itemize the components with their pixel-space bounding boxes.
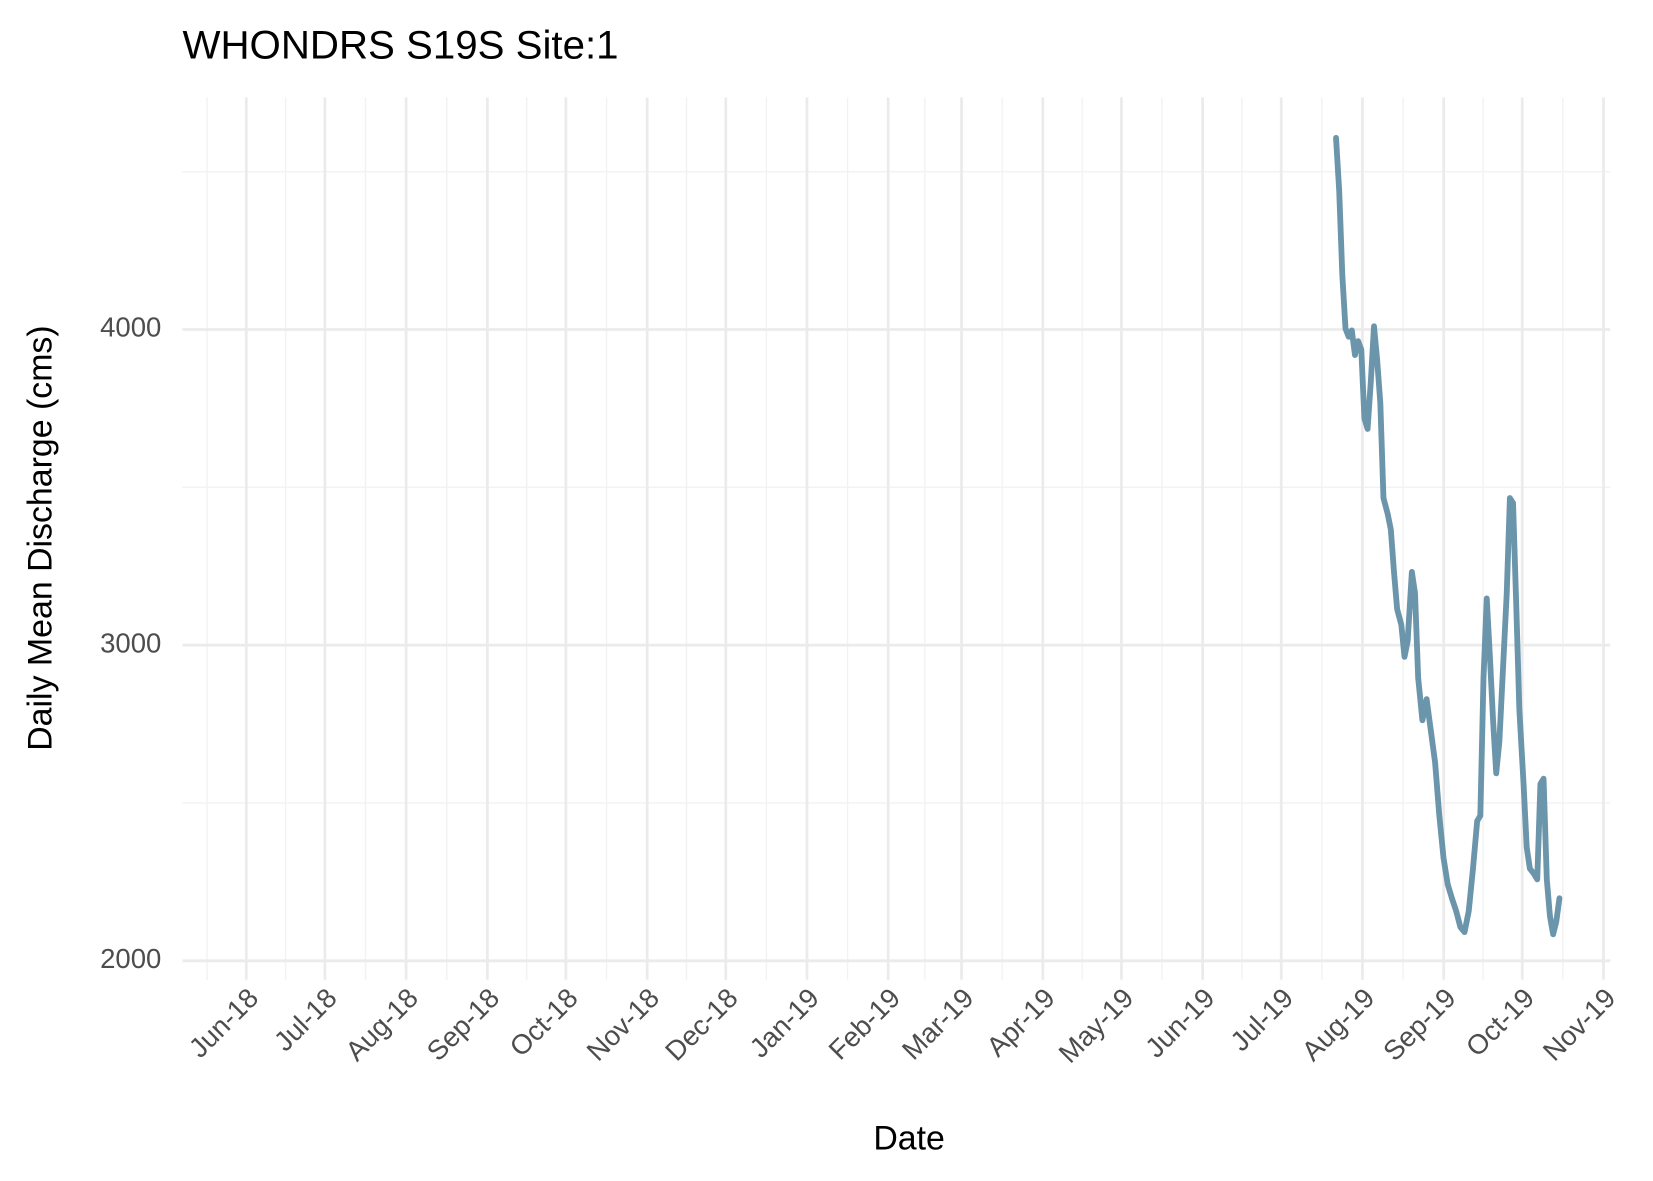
x-tick-label: Nov-18 [580, 982, 665, 1067]
x-tick-label: Jun-18 [183, 982, 264, 1063]
y-tick-label: 4000 [100, 312, 161, 343]
x-tick-label: Jul-18 [268, 982, 343, 1057]
y-axis-title: Daily Mean Discharge (cms) [22, 325, 60, 750]
x-tick-label: Oct-18 [503, 982, 583, 1062]
data-line [1333, 134, 1563, 938]
x-tick-label: Aug-18 [339, 982, 424, 1067]
x-tick-label: May-19 [1052, 982, 1139, 1069]
x-axis-title: Date [873, 1120, 945, 1158]
y-tick-label: 2000 [100, 943, 161, 974]
x-tick-label: Nov-19 [1537, 982, 1622, 1067]
x-tick-label: Sep-18 [421, 982, 506, 1067]
x-tick-label: Apr-19 [980, 982, 1060, 1062]
x-tick-label: Mar-19 [896, 982, 980, 1066]
x-tick-label: Jul-19 [1224, 982, 1299, 1057]
x-tick-label: Sep-19 [1377, 982, 1462, 1067]
y-tick-label: 3000 [100, 627, 161, 658]
chart-title: WHONDRS S19S Site:1 [183, 22, 619, 67]
x-tick-label: Dec-18 [659, 982, 744, 1067]
x-tick-label: Jan-19 [743, 982, 824, 1063]
x-tick-label: Oct-19 [1460, 982, 1540, 1062]
x-tick-label: Aug-19 [1296, 982, 1381, 1067]
x-tick-label: Feb-19 [822, 982, 906, 1066]
x-tick-label: Jun-19 [1139, 982, 1220, 1063]
